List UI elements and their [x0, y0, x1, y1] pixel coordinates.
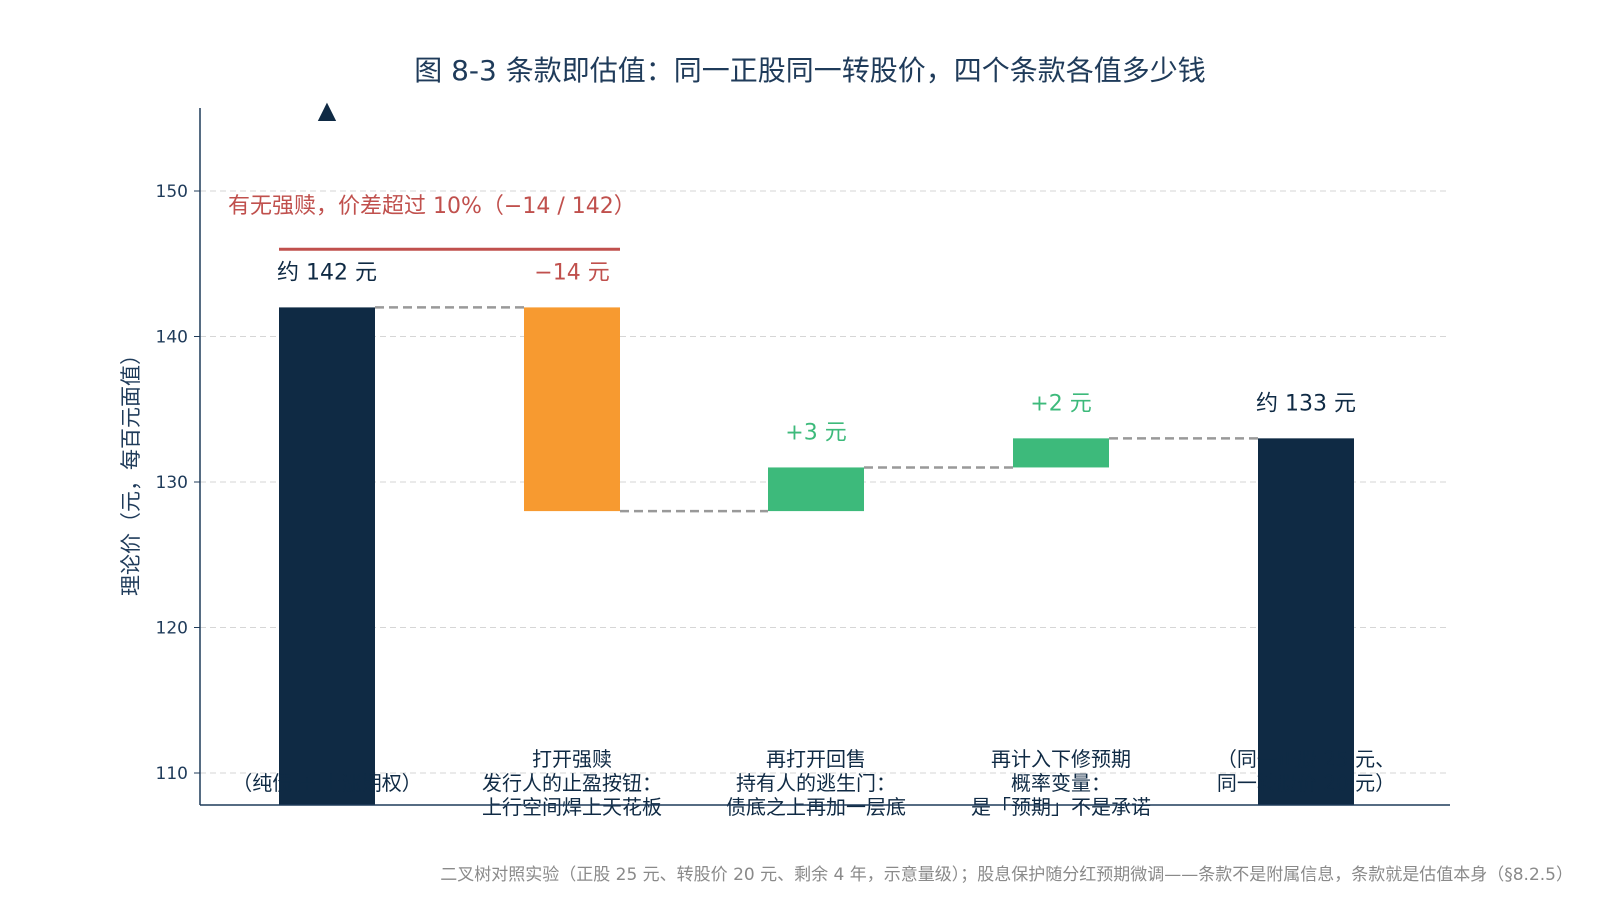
category-label: 再计入下修预期 [991, 747, 1131, 771]
category-label: 是「预期」不是承诺 [971, 795, 1151, 819]
category-label: （纯债 + 上涨期权） [232, 771, 421, 795]
bar-3 [1013, 438, 1109, 468]
category-label: （同一正股 25 元、 [1217, 747, 1395, 771]
y-tick-label: 130 [156, 473, 188, 493]
value-label: 约 133 元 [1256, 391, 1356, 416]
category-label: 再打开回售 [766, 747, 866, 771]
y-axis-label: 理论价（元，每百元面值） [119, 344, 143, 596]
value-label: −14 元 [534, 260, 609, 285]
bars [279, 307, 1354, 805]
y-tick-label: 110 [156, 764, 188, 784]
bar-2 [768, 467, 864, 512]
annotation: 有无强赎，价差超过 10%（−14 / 142） ▲ [228, 96, 636, 251]
value-label: +3 元 [785, 420, 846, 445]
y-tick-label: 120 [156, 619, 188, 639]
bar-0 [279, 307, 375, 805]
value-label: +2 元 [1030, 391, 1091, 416]
bar-4 [1258, 438, 1354, 805]
y-axis-ticks: 110 120 130 140 150 [156, 182, 200, 784]
category-label: 发行人的止盈按钮： [482, 771, 662, 795]
category-label: 持有人的逃生门： [736, 771, 896, 795]
category-label: 同一转股价 20 元） [1217, 771, 1395, 795]
axes [199, 108, 1450, 806]
annotation-text: 有无强赎，价差超过 10%（−14 / 142） [228, 194, 636, 219]
category-label: 上行空间焊上天花板 [482, 795, 662, 819]
category-label: 概率变量： [1011, 771, 1111, 795]
value-labels: 约 142 元 −14 元 +3 元 +2 元 约 133 元 [277, 260, 1356, 445]
bar-1 [524, 307, 620, 512]
connector-lines [375, 306, 1258, 513]
y-tick-label: 140 [156, 328, 188, 348]
footnote: 二叉树对照实验（正股 25 元、转股价 20 元、剩余 4 年，示意量级）；股息… [440, 865, 1573, 885]
y-tick-label: 150 [156, 182, 188, 202]
category-label: 打开强赎 [532, 747, 612, 771]
overflow-arrow-icon: ▲ [318, 96, 337, 124]
category-label: 债底之上再加一层底 [726, 795, 906, 819]
chart-title: 图 8-3 条款即估值：同一正股同一转股价，四个条款各值多少钱 [414, 54, 1206, 87]
value-label: 约 142 元 [277, 260, 377, 285]
